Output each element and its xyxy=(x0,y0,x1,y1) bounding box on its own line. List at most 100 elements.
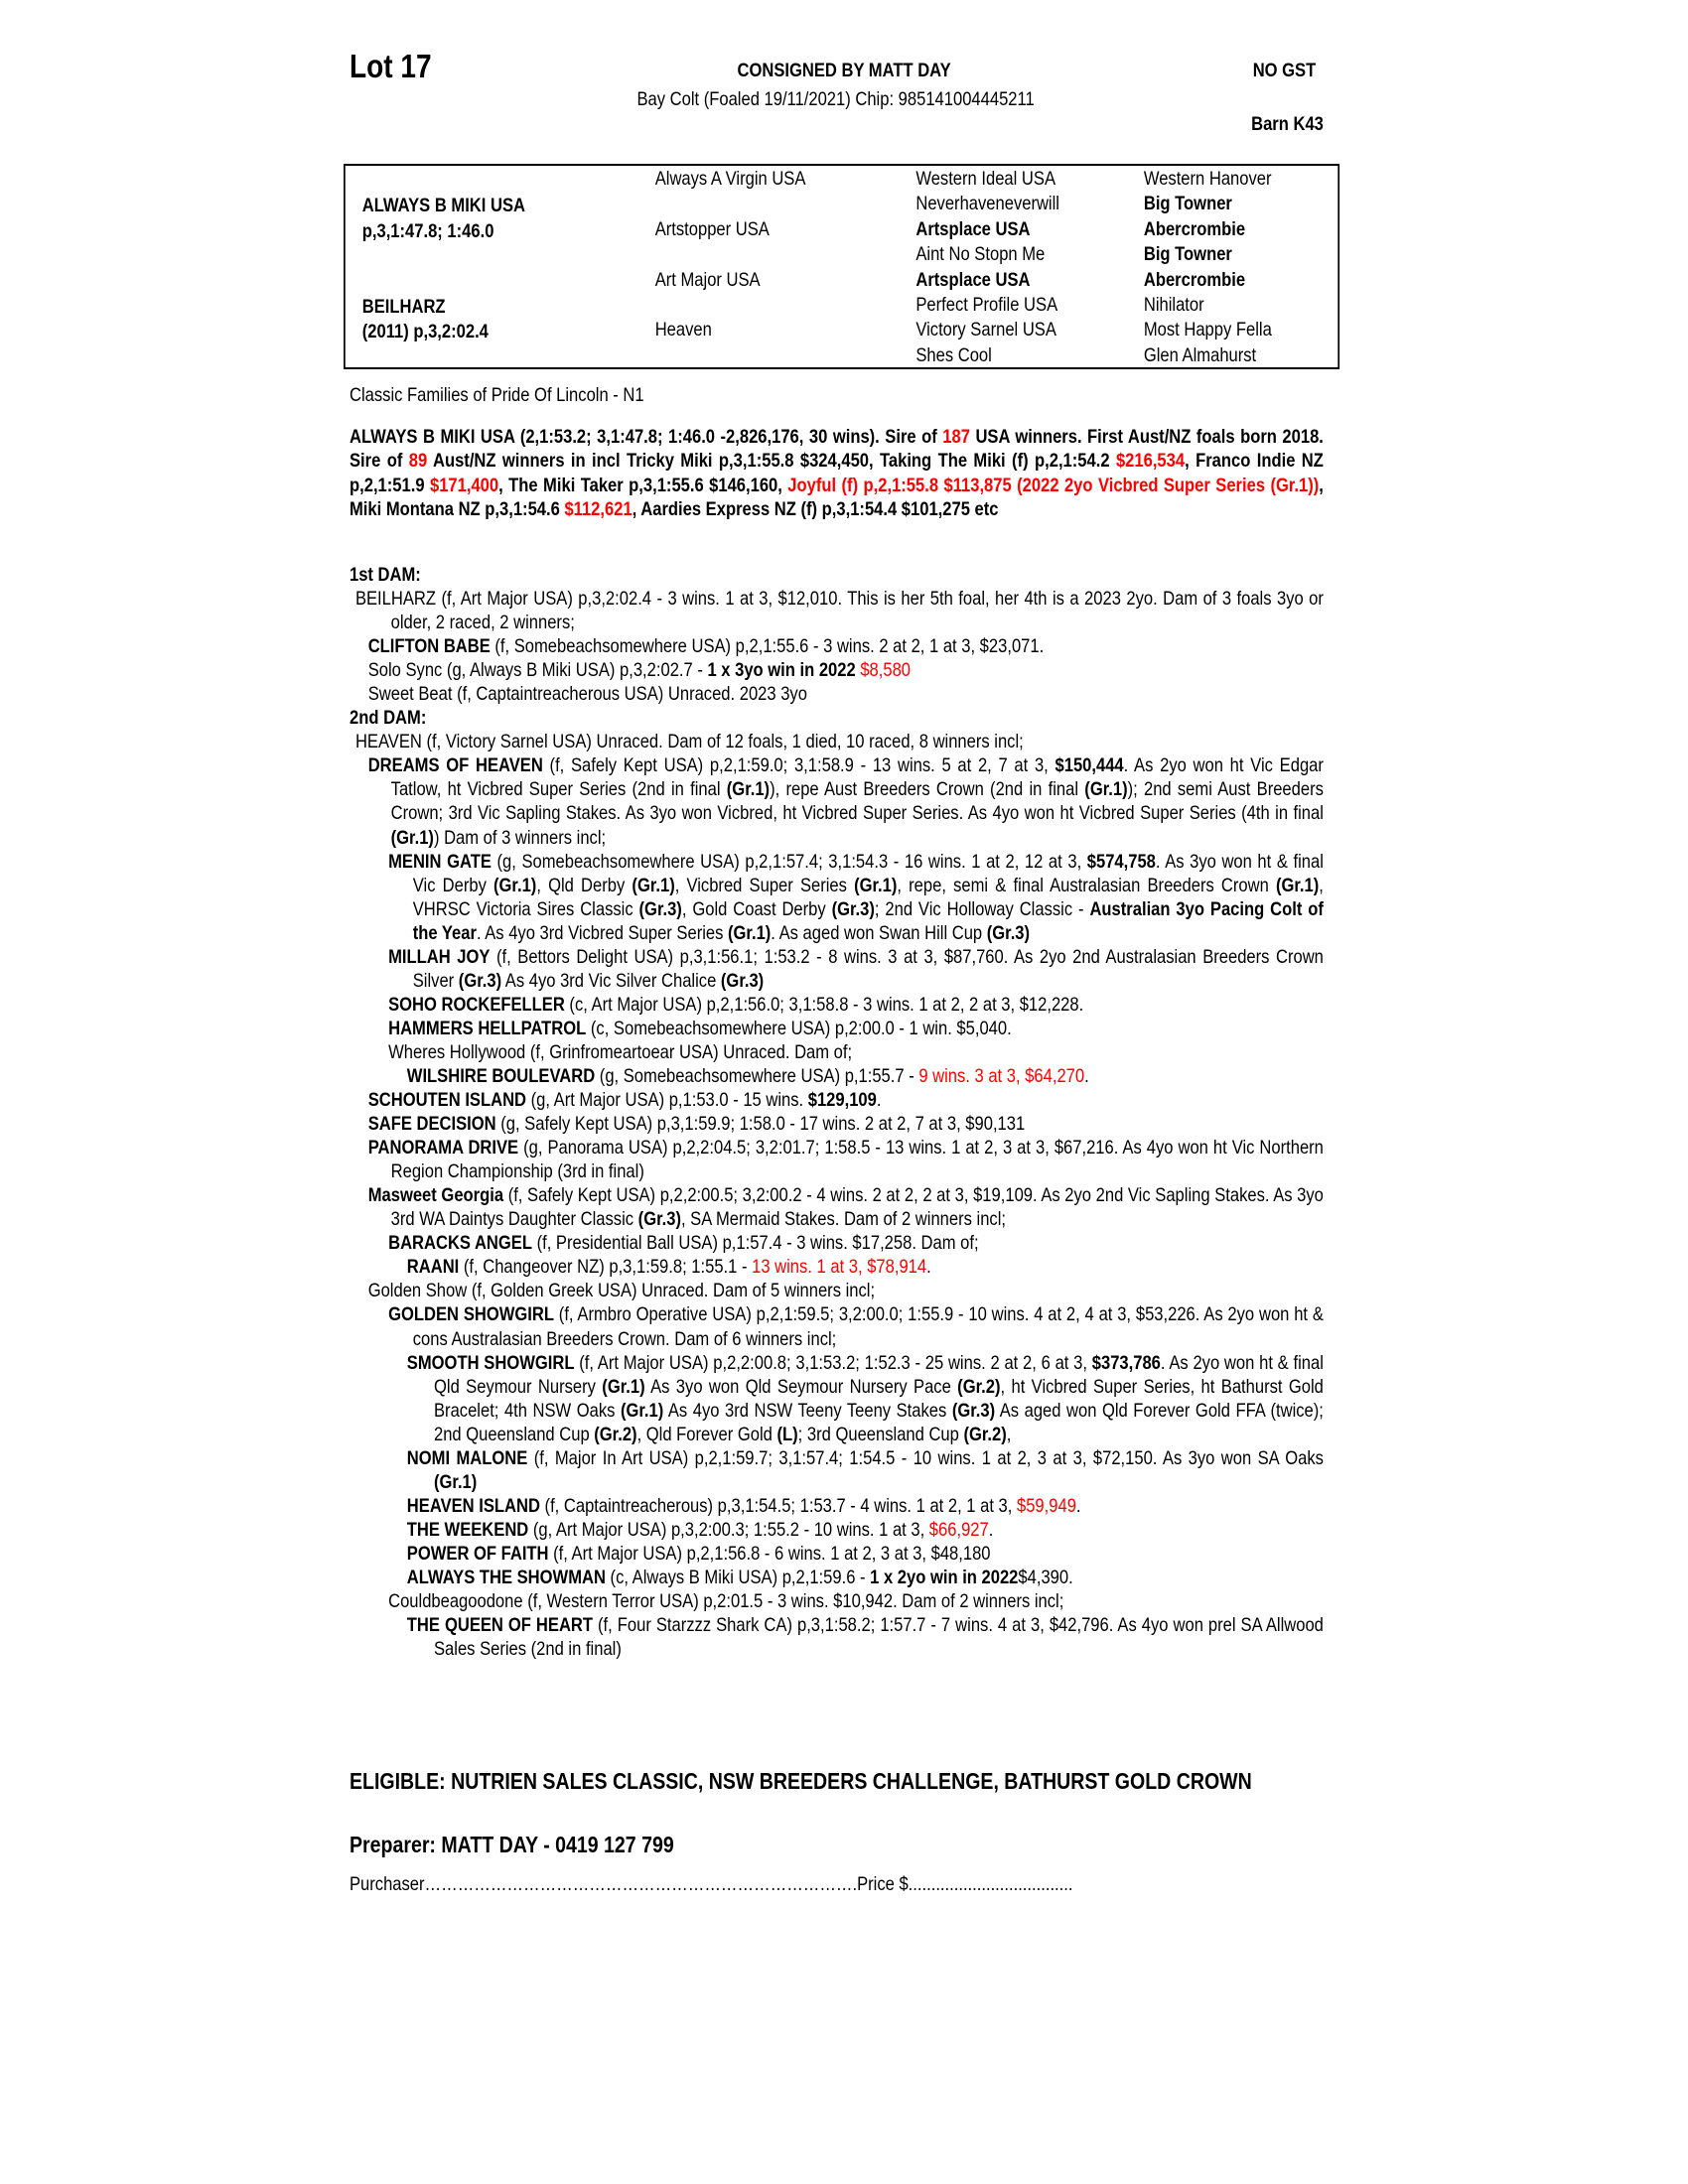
entry-text: RAANI xyxy=(406,1256,460,1279)
entry-text: (Gr.3) xyxy=(951,1399,996,1422)
entry-text: (Gr.3) xyxy=(831,897,875,920)
family-entry: GOLDEN SHOWGIRL (f, Armbro Operative USA… xyxy=(350,1302,1324,1350)
family-entry: RAANI (f, Changeover NZ) p,3,1:59.8; 1:5… xyxy=(350,1255,1324,1279)
entry-text: 1 x 2yo win in 2022 xyxy=(870,1566,1019,1588)
entry-text: Solo Sync (g, Always B Miki USA) p,3,2:0… xyxy=(367,659,708,682)
great-grandparent: Aint No Stopn Me xyxy=(915,243,1046,266)
entry-text: (f, Presidential Ball USA) p,1:57.4 - 3 … xyxy=(531,1232,979,1255)
family-entry: Golden Show (f, Golden Greek USA) Unrace… xyxy=(350,1279,1324,1302)
entry-text: (Gr.2) xyxy=(957,1375,1001,1398)
great-great-grandparent: Big Towner xyxy=(1143,243,1232,266)
entry-text: SOHO ROCKEFELLER xyxy=(388,993,565,1016)
family-entry: Sweet Beat (f, Captaintreacherous USA) U… xyxy=(350,682,1324,706)
entry-text: Australian 3yo Pacing Colt of the Year xyxy=(412,897,1324,944)
grandparent: Artstopper USA xyxy=(654,217,770,240)
purchaser-price-line: Purchaser…………………………………………………………………….Pric… xyxy=(350,1873,1073,1895)
entry-text: $8,580 xyxy=(860,659,912,682)
entry-text: (Gr.1) xyxy=(602,1375,645,1398)
entry-text: THE QUEEN OF HEART xyxy=(406,1614,594,1637)
sire-summary-text: , The Miki Taker p,3,1:55.6 $146,160, xyxy=(498,474,788,496)
grandparent: Art Major USA xyxy=(654,268,761,291)
sire-summary-text: $216,534 xyxy=(1115,450,1186,473)
entry-text: Sweet Beat (f, Captaintreacherous USA) U… xyxy=(367,683,807,706)
entry-text: (f, Captaintreacherous) p,3,1:54.5; 1:53… xyxy=(539,1494,1017,1517)
family-entry: CLIFTON BABE (f, Somebeachsomewhere USA)… xyxy=(350,634,1324,658)
family-entry: SMOOTH SHOWGIRL (f, Art Major USA) p,2,2… xyxy=(350,1351,1324,1446)
family-entry: Wheres Hollywood (f, Grinfromeartoear US… xyxy=(350,1040,1324,1064)
entry-text: (f, Armbro Operative USA) p,2,1:59.5; 3,… xyxy=(412,1303,1324,1350)
entry-text: WILSHIRE BOULEVARD xyxy=(406,1064,596,1087)
entry-text: MENIN GATE xyxy=(388,850,492,873)
entry-text: ALWAYS THE SHOWMAN xyxy=(406,1566,606,1588)
entry-text: $373,786 xyxy=(1091,1351,1161,1374)
family-entry: SOHO ROCKEFELLER (c, Art Major USA) p,2,… xyxy=(350,993,1324,1017)
entry-text: GOLDEN SHOWGIRL xyxy=(388,1303,554,1326)
family-line: Classic Families of Pride Of Lincoln - N… xyxy=(350,384,644,406)
entry-text: 9 wins. 3 at 3, $64,270 xyxy=(918,1064,1085,1087)
entry-text: (f, Art Major USA) p,2,1:56.8 - 6 wins. … xyxy=(548,1542,991,1565)
barn-location: Barn K43 xyxy=(1251,113,1324,135)
entry-text: SCHOUTEN ISLAND xyxy=(367,1089,527,1112)
consignor: CONSIGNED BY MATT DAY xyxy=(737,60,951,81)
entry-text: HAMMERS HELLPATROL xyxy=(388,1017,587,1039)
entry-text: , Gold Coast Derby xyxy=(681,897,832,920)
entry-text: (Gr.1) xyxy=(620,1399,664,1422)
entry-text: . xyxy=(988,1518,994,1541)
entry-text: 1 x 3yo win in 2022 xyxy=(707,659,856,682)
dam-name: BEILHARZ xyxy=(361,296,446,318)
sire-summary-text: USA winners. First Aust/NZ foals born 20… xyxy=(350,426,1324,473)
family-entry: BARACKS ANGEL (f, Presidential Ball USA)… xyxy=(350,1231,1324,1255)
entry-text: (Gr.3) xyxy=(637,1208,681,1231)
sire-summary-text: $112,621 xyxy=(564,497,633,520)
section-heading: 1st DAM: xyxy=(350,564,421,586)
family-entry: BEILHARZ (f, Art Major USA) p,3,2:02.4 -… xyxy=(350,587,1324,634)
entry-text: (Gr.2) xyxy=(963,1423,1007,1445)
entry-text: $129,109 xyxy=(807,1089,877,1112)
family-entry: SAFE DECISION (g, Safely Kept USA) p,3,1… xyxy=(350,1112,1324,1136)
entry-text: (f, Somebeachsomewhere USA) p,2,1:55.6 -… xyxy=(490,635,1045,658)
entry-text: As 4yo 3rd NSW Teeny Teeny Stakes xyxy=(663,1399,952,1422)
entry-text: (Gr.1) xyxy=(390,826,434,849)
entry-text: NOMI MALONE xyxy=(406,1446,528,1469)
entry-text: (g, Somebeachsomewhere USA) p,1:55.7 - xyxy=(595,1064,919,1087)
entry-text: . As 2yo won ht & final Qld Seymour Nurs… xyxy=(434,1351,1324,1398)
pedigree-table: ALWAYS B MIKI USA p,3,1:47.8; 1:46.0 BEI… xyxy=(344,164,1340,369)
entry-text: PANORAMA DRIVE xyxy=(367,1137,519,1160)
entry-text: , VHRSC Victoria Sires Classic xyxy=(412,874,1324,920)
entry-text: ; 3rd Queensland Cup xyxy=(797,1423,964,1445)
entry-text: ) Dam of 3 winners incl; xyxy=(433,826,607,849)
entry-text: (Gr.1) xyxy=(728,921,772,944)
great-grandparent: Artsplace USA xyxy=(915,268,1031,291)
entry-text: MILLAH JOY xyxy=(388,945,491,968)
sire-summary-text: Aust/NZ winners in incl Tricky Miki p,3,… xyxy=(427,450,1116,473)
great-grandparent: Artsplace USA xyxy=(915,217,1031,240)
entry-text: (Gr.1) xyxy=(493,874,537,896)
entry-text: (c, Always B Miki USA) p,2,1:59.6 - xyxy=(605,1566,871,1588)
sire-summary-text: $171,400 xyxy=(429,474,499,496)
entry-text: (g, Panorama USA) p,2,2:04.5; 3,2:01.7; … xyxy=(390,1137,1324,1183)
sire-summary-text: Joyful (f) p,2,1:55.8 $113,875 (2022 2yo… xyxy=(787,474,1320,496)
entry-text: $150,444 xyxy=(1055,754,1124,777)
lot-number: Lot 17 xyxy=(350,48,432,84)
great-great-grandparent: Western Hanover xyxy=(1143,168,1272,190)
great-grandparent: Perfect Profile USA xyxy=(915,294,1058,316)
sire-summary: ALWAYS B MIKI USA (2,1:53.2; 3,1:47.8; 1… xyxy=(350,425,1324,521)
entry-text: POWER OF FAITH xyxy=(406,1542,549,1565)
entry-text: THE WEEKEND xyxy=(406,1518,529,1541)
great-great-grandparent: Abercrombie xyxy=(1143,217,1246,240)
entry-text: (f, Art Major USA) p,2,2:00.8; 3,1:53.2;… xyxy=(574,1351,1092,1374)
family-entry: HEAVEN ISLAND (f, Captaintreacherous) p,… xyxy=(350,1494,1324,1518)
great-great-grandparent: Most Happy Fella xyxy=(1143,319,1272,341)
entry-text: ; 2nd Vic Holloway Classic - xyxy=(874,897,1090,920)
sire-summary-text: , Miki Montana NZ p,3,1:54.6 xyxy=(350,474,1324,520)
entry-text: (Gr.1) xyxy=(1084,778,1128,801)
entry-text: (Gr.2) xyxy=(594,1423,637,1445)
entry-text: , ht Vicbred Super Series, ht Bathurst G… xyxy=(434,1375,1324,1422)
sire-summary-text: , Aardies Express NZ (f) p,3,1:54.4 $101… xyxy=(632,497,999,520)
entry-text: , SA Mermaid Stakes. Dam of 2 winners in… xyxy=(680,1208,1006,1231)
entry-text: . As 3yo won ht & final Vic Derby xyxy=(412,850,1324,896)
entry-text: As aged won Qld Forever Gold FFA (twice)… xyxy=(434,1399,1324,1445)
sire-name: ALWAYS B MIKI USA xyxy=(361,195,525,217)
dam-sections: 1st DAM: BEILHARZ (f, Art Major USA) p,3,… xyxy=(350,563,1324,1661)
entry-text: , Vicbred Super Series xyxy=(674,874,855,896)
